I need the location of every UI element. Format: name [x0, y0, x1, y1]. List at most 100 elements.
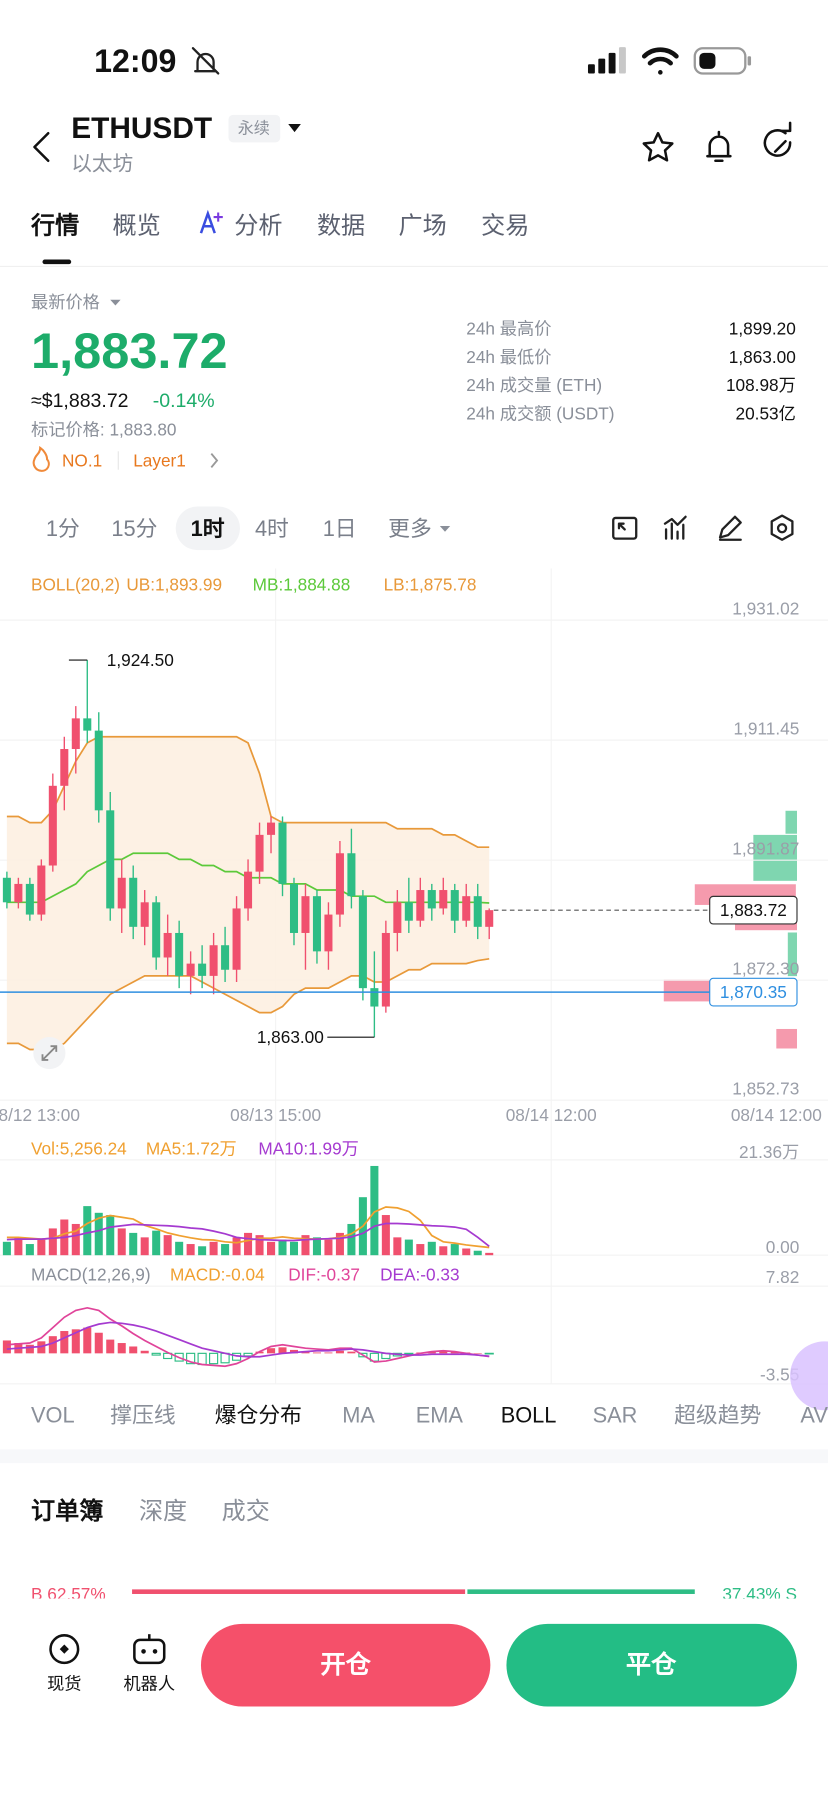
symbol-dropdown[interactable]: [288, 124, 301, 133]
x-tick-label: 08/13 15:00: [230, 1105, 321, 1125]
volume-bar: [221, 1244, 230, 1256]
macd-bar: [48, 1336, 57, 1354]
interval[interactable]: 15分: [111, 516, 157, 541]
price-line-label: 1,883.72: [720, 900, 787, 920]
stat-value: 1,899.20: [729, 318, 796, 338]
candle-body: [129, 877, 138, 927]
indicator-button[interactable]: [663, 515, 687, 540]
candle-body: [232, 908, 241, 970]
tab[interactable]: 行情: [30, 212, 79, 240]
volume-bar: [106, 1215, 115, 1256]
sector-tag[interactable]: Layer1: [133, 451, 186, 471]
indicator-tab[interactable]: EMA: [416, 1402, 464, 1427]
interval[interactable]: 更多: [388, 516, 432, 541]
close-button[interactable]: [506, 1623, 797, 1707]
volume-bar: [381, 1215, 390, 1256]
mute-icon: [191, 47, 220, 75]
candle-body: [152, 902, 161, 958]
orderbook-tab[interactable]: 订单簿: [31, 1497, 103, 1525]
open-button[interactable]: [200, 1623, 491, 1707]
tab[interactable]: 广场: [398, 213, 446, 240]
macd-bar: [186, 1352, 196, 1365]
symbol[interactable]: ETHUSDT: [71, 112, 212, 145]
candle-body: [255, 834, 264, 872]
y-tick-label: 21.36万: [739, 1142, 799, 1162]
macd-bar: [278, 1347, 287, 1354]
settings-button[interactable]: [770, 514, 794, 541]
orderbook-tab[interactable]: 深度: [139, 1498, 187, 1525]
x-tick-label: 08/14 12:00: [506, 1105, 597, 1125]
bot-nav[interactable]: 机器人: [123, 1634, 175, 1694]
volume-bar: [94, 1212, 103, 1256]
tab[interactable]: 交易: [481, 213, 529, 240]
price-label-dropdown[interactable]: [110, 299, 121, 306]
volume-bar: [370, 1165, 379, 1256]
price-change: -0.14%: [153, 390, 215, 412]
macd-bar: [71, 1329, 80, 1354]
candle-body: [175, 932, 184, 976]
volume-bar: [198, 1246, 207, 1256]
legend-entry: MACD:-0.04: [170, 1265, 265, 1285]
indicator-line: [6, 957, 490, 1051]
tab[interactable]: 分析: [234, 213, 282, 240]
candle-body: [186, 963, 195, 976]
indicator-tab[interactable]: BOLL: [501, 1402, 557, 1427]
candle-body: [312, 896, 321, 952]
y-tick-label: 1,891.87: [732, 839, 799, 859]
indicator-line: [6, 1321, 490, 1358]
macd-bar: [94, 1332, 103, 1354]
draw-button[interactable]: [718, 515, 742, 541]
indicator-title: MACD(12,26,9): [31, 1265, 151, 1285]
candle-body: [140, 902, 149, 927]
candle-body: [117, 877, 126, 909]
alert-button[interactable]: [706, 130, 732, 163]
expand-button[interactable]: [33, 1037, 66, 1070]
indicator-tab[interactable]: 超级趋势: [674, 1402, 761, 1427]
indicator-tab[interactable]: AV: [800, 1402, 828, 1427]
interval[interactable]: 1时: [191, 516, 225, 541]
candle-body: [25, 883, 34, 915]
macd-bar: [312, 1352, 321, 1354]
badge-bg: [228, 114, 281, 143]
stat-value: 1,863.00: [729, 347, 796, 367]
ref-line-label: 1,870.35: [720, 982, 787, 1002]
more-dropdown[interactable]: [439, 525, 451, 532]
ai-sparkle: [213, 212, 223, 222]
macd-bar: [129, 1346, 138, 1354]
rank-tag[interactable]: NO.1: [62, 451, 102, 471]
indicator-tab[interactable]: MA: [342, 1402, 375, 1427]
interval[interactable]: 1分: [46, 516, 80, 541]
macd-bar: [324, 1352, 333, 1354]
interval[interactable]: 1日: [323, 516, 357, 541]
assistant-bubble[interactable]: [790, 1341, 828, 1411]
volume-bar: [427, 1241, 436, 1256]
orderbook-tab[interactable]: 成交: [222, 1498, 270, 1525]
status-time: 12:09: [94, 43, 176, 79]
indicator-tab[interactable]: VOL: [31, 1402, 75, 1427]
candle-body: [209, 945, 218, 976]
indicator-tab[interactable]: SAR: [593, 1402, 638, 1427]
candle-body: [324, 914, 333, 952]
share-button[interactable]: [763, 121, 792, 157]
orderbook-tabs: 订单簿 深度 成交: [31, 1497, 270, 1525]
chart-tools: [612, 514, 794, 541]
indicator-title: BOLL(20,2): [31, 575, 120, 595]
macd-chart: 7.82 -3.55 MACD(12,26,9) MACD:-0.04 DIF:-0.3…: [0, 1265, 828, 1385]
subtitle: 以太坊: [71, 153, 133, 176]
fullscreen-button[interactable]: [612, 516, 638, 540]
volume-bar: [473, 1250, 482, 1256]
volume-chart: 21.36万 0.00 Vol:5,256.24 MA5:1.72万 MA10:1.99…: [0, 1138, 828, 1257]
favorite-button[interactable]: [642, 131, 674, 162]
indicator-tab[interactable]: 撑压线: [110, 1402, 175, 1427]
volume-bar: [416, 1244, 425, 1256]
interval[interactable]: 4时: [255, 516, 289, 541]
tab-bar: 行情 概览 分析 数据 广场 交易: [30, 212, 529, 240]
tab[interactable]: 概览: [113, 213, 161, 240]
indicator-tab[interactable]: 爆仓分布: [215, 1402, 302, 1427]
volume-bar: [312, 1237, 321, 1256]
back-button[interactable]: [33, 131, 50, 163]
volume-bar: [278, 1239, 287, 1256]
tab[interactable]: 数据: [317, 213, 365, 240]
macd-bar: [60, 1331, 69, 1354]
